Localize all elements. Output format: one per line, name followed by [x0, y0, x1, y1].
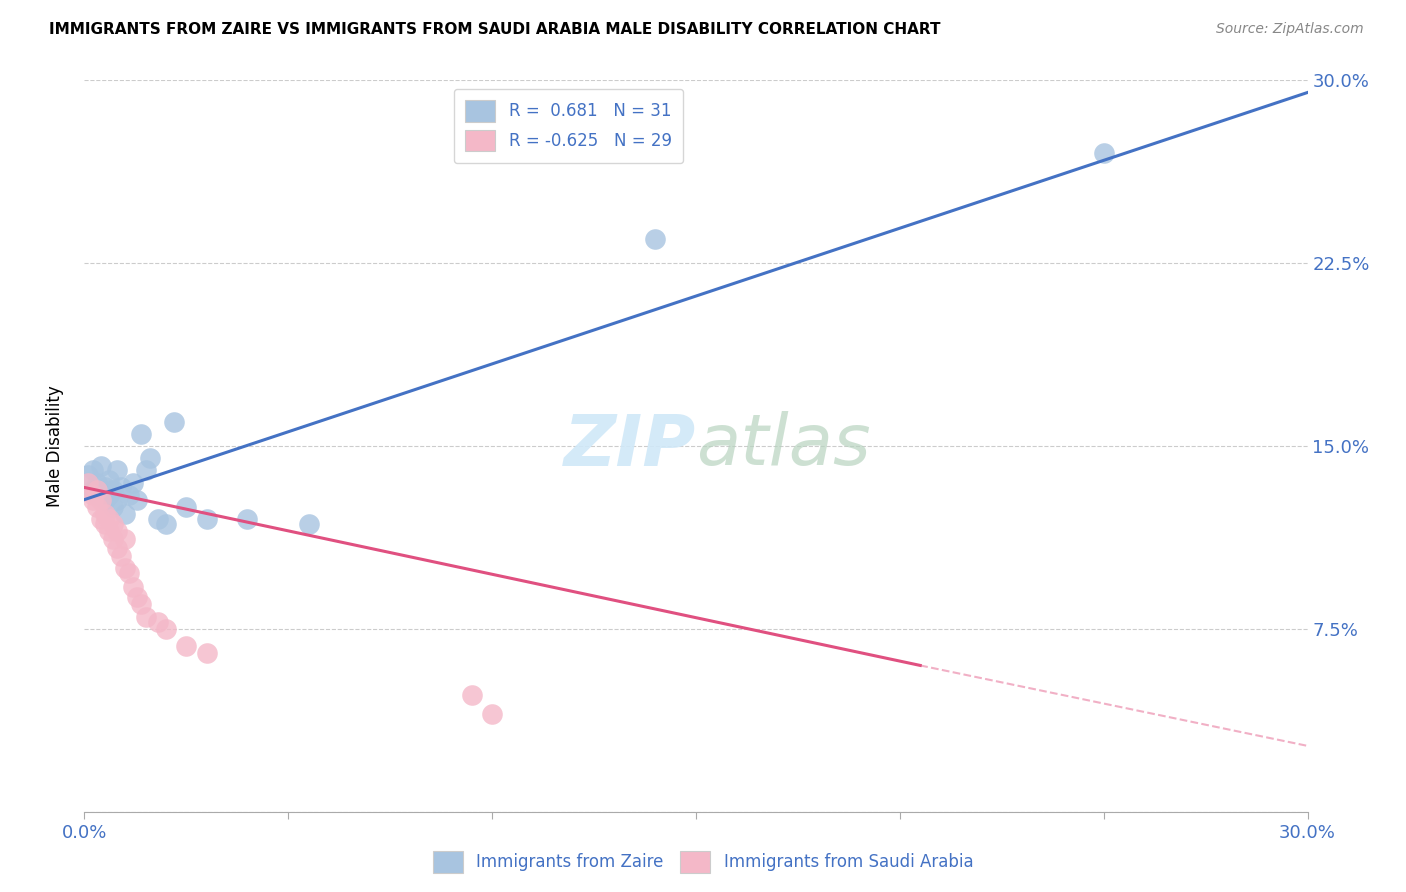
- Point: [195, 512, 218, 526]
- Point: [101, 532, 124, 546]
- Point: [110, 549, 132, 563]
- Point: [90, 512, 112, 526]
- Point: [93, 508, 115, 522]
- Point: [298, 516, 321, 531]
- Point: [236, 512, 259, 526]
- Point: [195, 646, 218, 660]
- Point: [1092, 146, 1115, 161]
- Text: IMMIGRANTS FROM ZAIRE VS IMMIGRANTS FROM SAUDI ARABIA MALE DISABILITY CORRELATIO: IMMIGRANTS FROM ZAIRE VS IMMIGRANTS FROM…: [49, 22, 941, 37]
- Point: [118, 566, 141, 580]
- Point: [644, 232, 666, 246]
- Point: [90, 458, 112, 473]
- Point: [118, 488, 141, 502]
- Point: [127, 492, 149, 507]
- Point: [93, 492, 115, 507]
- Text: Source: ZipAtlas.com: Source: ZipAtlas.com: [1216, 22, 1364, 37]
- Point: [101, 500, 124, 514]
- Y-axis label: Male Disability: Male Disability: [45, 385, 63, 507]
- Point: [155, 516, 177, 531]
- Point: [82, 488, 104, 502]
- Point: [86, 483, 108, 497]
- Point: [77, 475, 100, 490]
- Point: [174, 500, 197, 514]
- Point: [461, 688, 484, 702]
- Text: ZIP: ZIP: [564, 411, 696, 481]
- Point: [135, 609, 157, 624]
- Legend: Immigrants from Zaire, Immigrants from Saudi Arabia: Immigrants from Zaire, Immigrants from S…: [426, 845, 980, 880]
- Point: [82, 483, 104, 497]
- Point: [105, 463, 128, 477]
- Point: [122, 475, 145, 490]
- Point: [101, 483, 124, 497]
- Point: [114, 561, 136, 575]
- Text: atlas: atlas: [696, 411, 870, 481]
- Point: [105, 541, 128, 556]
- Point: [105, 524, 128, 539]
- Point: [127, 590, 149, 604]
- Point: [105, 492, 128, 507]
- Point: [114, 508, 136, 522]
- Legend: R =  0.681   N = 31, R = -0.625   N = 29: R = 0.681 N = 31, R = -0.625 N = 29: [454, 88, 683, 163]
- Point: [97, 524, 120, 539]
- Point: [93, 516, 115, 531]
- Point: [481, 707, 503, 722]
- Point: [114, 532, 136, 546]
- Point: [101, 516, 124, 531]
- Point: [97, 512, 120, 526]
- Point: [138, 451, 160, 466]
- Point: [146, 615, 169, 629]
- Point: [163, 415, 186, 429]
- Point: [90, 492, 112, 507]
- Point: [77, 468, 100, 483]
- Point: [135, 463, 157, 477]
- Point: [131, 598, 153, 612]
- Point: [174, 639, 197, 653]
- Point: [97, 488, 120, 502]
- Point: [82, 492, 104, 507]
- Point: [82, 463, 104, 477]
- Point: [97, 473, 120, 487]
- Point: [131, 426, 153, 441]
- Point: [93, 480, 115, 494]
- Point: [110, 480, 132, 494]
- Point: [146, 512, 169, 526]
- Point: [122, 581, 145, 595]
- Point: [155, 622, 177, 636]
- Point: [86, 488, 108, 502]
- Point: [86, 500, 108, 514]
- Point: [86, 475, 108, 490]
